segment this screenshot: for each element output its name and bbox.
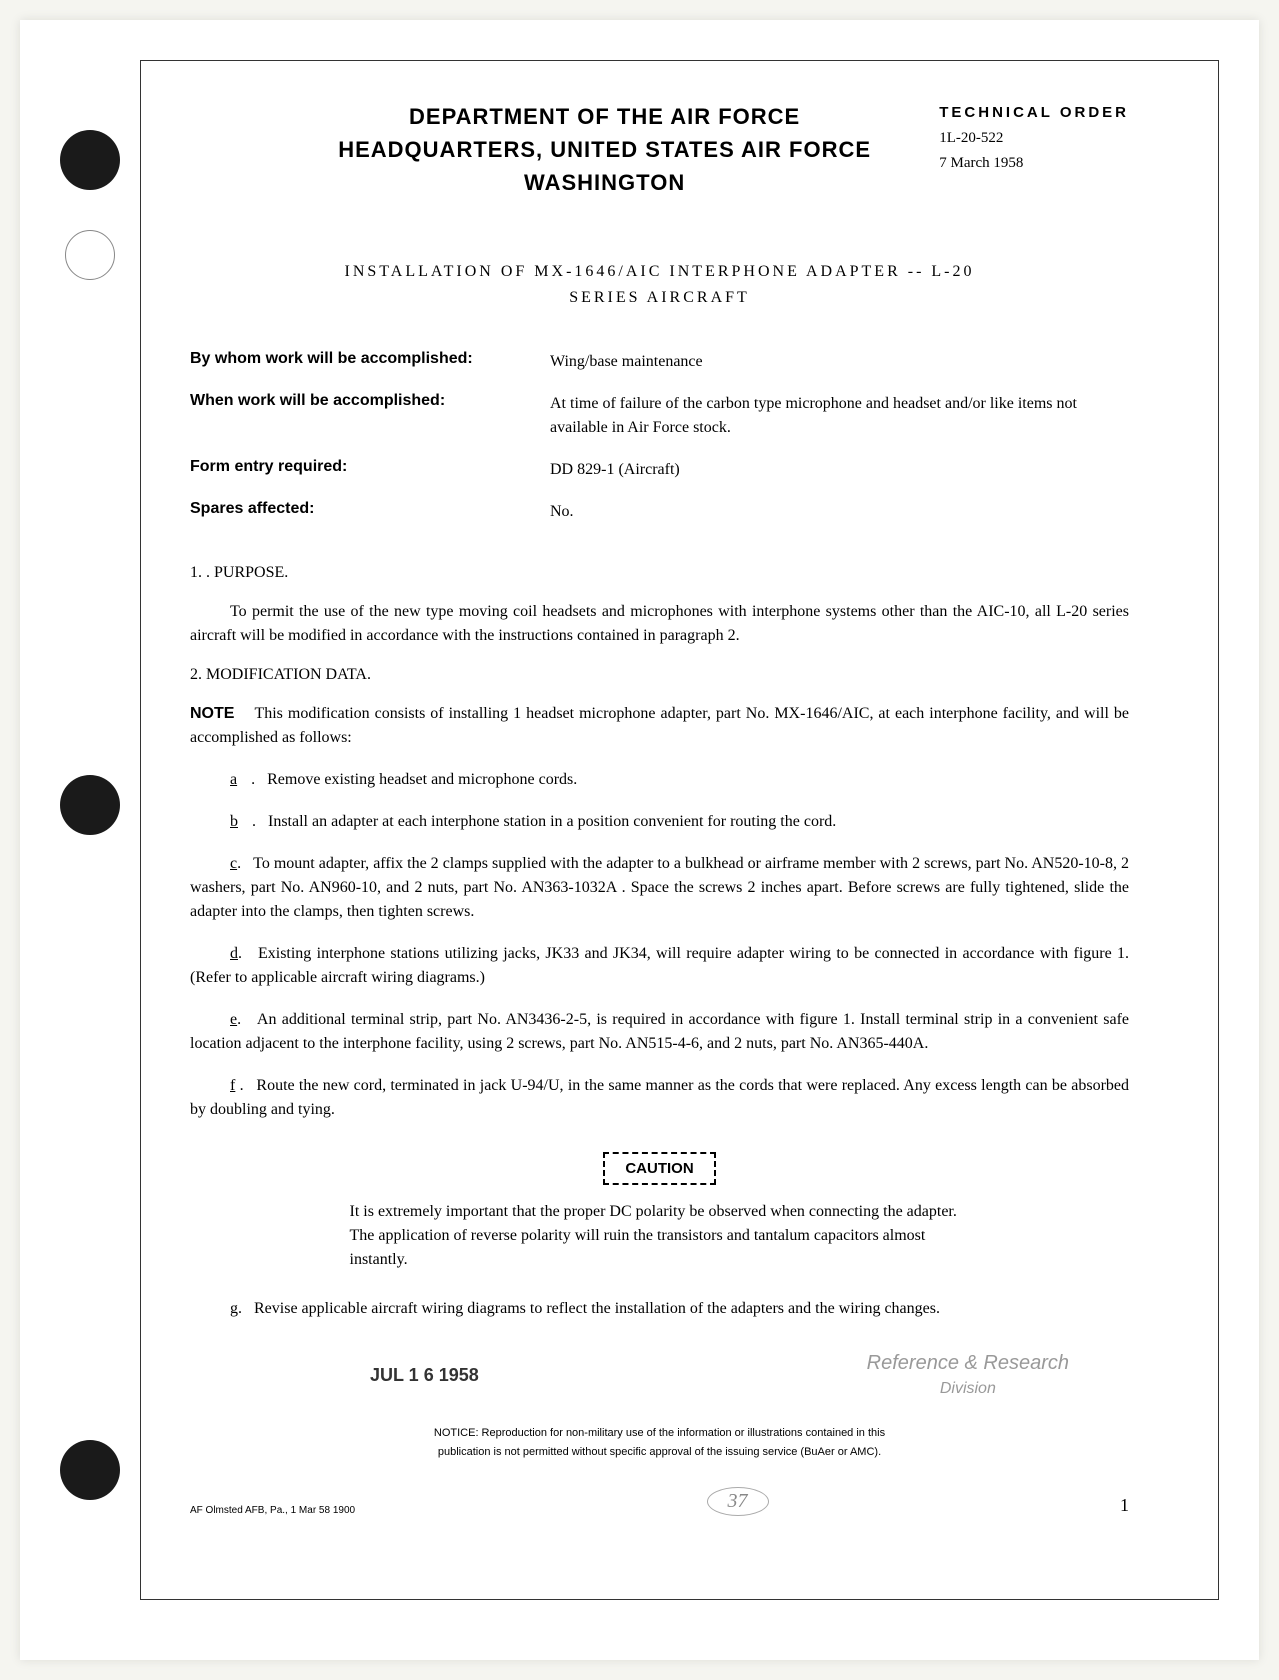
item-f-text: Route the new cord, terminated in jack U… <box>190 1077 1129 1118</box>
form-label: Form entry required: <box>190 458 550 482</box>
punch-hole <box>60 775 120 835</box>
footer-handwritten-number: 37 <box>707 1487 769 1516</box>
item-g-text: Revise applicable aircraft wiring diagra… <box>254 1300 940 1317</box>
item-letter: f <box>230 1077 235 1094</box>
by-whom-label: By whom work will be accomplished: <box>190 350 550 374</box>
header-doc-info: TECHNICAL ORDER 1L-20-522 7 March 1958 <box>939 100 1129 177</box>
header-organization: DEPARTMENT OF THE AIR FORCE HEADQUARTERS… <box>190 100 939 199</box>
item-c-text: To mount adapter, affix the 2 clamps sup… <box>190 855 1129 920</box>
title-line-2: SERIES AIRCRAFT <box>569 289 750 306</box>
when-value: At time of failure of the carbon type mi… <box>550 392 1129 440</box>
note-label: NOTE <box>190 705 234 722</box>
item-letter: g <box>230 1300 238 1317</box>
punch-hole-outline <box>65 230 115 280</box>
caution-label: CAUTION <box>603 1152 715 1185</box>
purpose-text: To permit the use of the new type moving… <box>190 600 1129 648</box>
item-letter: b <box>230 813 238 830</box>
item-d-text: Existing interphone stations utilizing j… <box>190 945 1129 986</box>
stamps-row: JUL 1 6 1958 Reference & Research Divisi… <box>370 1351 1069 1399</box>
note-paragraph: NOTEThis modification consists of instal… <box>190 702 1129 750</box>
item-a: a. Remove existing headset and microphon… <box>190 768 1129 792</box>
item-b: b. Install an adapter at each interphone… <box>190 810 1129 834</box>
item-letter: c <box>230 855 237 872</box>
punch-hole <box>60 130 120 190</box>
form-value: DD 829-1 (Aircraft) <box>550 458 1129 482</box>
document-page: DEPARTMENT OF THE AIR FORCE HEADQUARTERS… <box>20 20 1259 1660</box>
item-e-text: An additional terminal strip, part No. A… <box>190 1011 1129 1052</box>
purpose-heading: 1. . PURPOSE. <box>190 564 1129 582</box>
title-line-1: INSTALLATION OF MX-1646/AIC INTERPHONE A… <box>344 263 974 280</box>
ref-line-2: Division <box>940 1380 996 1397</box>
org-line-2: HEADQUARTERS, UNITED STATES AIR FORCE <box>338 137 871 162</box>
info-row-spares: Spares affected: No. <box>190 500 1129 524</box>
notice-line-1: NOTICE: Reproduction for non-military us… <box>434 1427 885 1439</box>
item-a-text: Remove existing headset and microphone c… <box>267 771 577 788</box>
info-table: By whom work will be accomplished: Wing/… <box>190 350 1129 524</box>
doc-date: 7 March 1958 <box>939 151 1129 177</box>
page-footer: AF Olmsted AFB, Pa., 1 Mar 58 1900 37 1 <box>190 1487 1129 1516</box>
document-title: INSTALLATION OF MX-1646/AIC INTERPHONE A… <box>190 259 1129 310</box>
punch-hole <box>60 1440 120 1500</box>
item-letter: e <box>230 1011 237 1028</box>
ref-line-1: Reference & Research <box>867 1352 1069 1374</box>
notice-line-2: publication is not permitted without spe… <box>438 1446 881 1458</box>
notice-text: NOTICE: Reproduction for non-military us… <box>190 1424 1129 1461</box>
spares-label: Spares affected: <box>190 500 550 524</box>
item-b-text: Install an adapter at each interphone st… <box>268 813 836 830</box>
item-letter: a <box>230 771 237 788</box>
modification-heading: 2. MODIFICATION DATA. <box>190 666 1129 684</box>
org-line-1: DEPARTMENT OF THE AIR FORCE <box>409 104 800 129</box>
item-c: c. To mount adapter, affix the 2 clamps … <box>190 852 1129 924</box>
info-row-form: Form entry required: DD 829-1 (Aircraft) <box>190 458 1129 482</box>
reference-stamp: Reference & Research Division <box>867 1351 1069 1399</box>
doc-type-label: TECHNICAL ORDER <box>939 100 1129 126</box>
item-f: f . Route the new cord, terminated in ja… <box>190 1074 1129 1122</box>
footer-print-info: AF Olmsted AFB, Pa., 1 Mar 58 1900 <box>190 1505 355 1516</box>
by-whom-value: Wing/base maintenance <box>550 350 1129 374</box>
item-g: g. Revise applicable aircraft wiring dia… <box>190 1297 1129 1321</box>
item-e: e. An additional terminal strip, part No… <box>190 1008 1129 1056</box>
doc-number: 1L-20-522 <box>939 126 1129 152</box>
item-d: d. Existing interphone stations utilizin… <box>190 942 1129 990</box>
item-letter: d <box>230 945 238 962</box>
spares-value: No. <box>550 500 1129 524</box>
note-text: This modification consists of installing… <box>190 705 1129 746</box>
info-row-by-whom: By whom work will be accomplished: Wing/… <box>190 350 1129 374</box>
caution-text: It is extremely important that the prope… <box>350 1200 970 1272</box>
info-row-when: When work will be accomplished: At time … <box>190 392 1129 440</box>
caution-box: CAUTION <box>190 1152 1129 1185</box>
page-number: 1 <box>1120 1495 1129 1516</box>
document-header: DEPARTMENT OF THE AIR FORCE HEADQUARTERS… <box>190 100 1129 199</box>
org-line-3: WASHINGTON <box>524 170 685 195</box>
date-stamp: JUL 1 6 1958 <box>370 1365 479 1386</box>
when-label: When work will be accomplished: <box>190 392 550 440</box>
